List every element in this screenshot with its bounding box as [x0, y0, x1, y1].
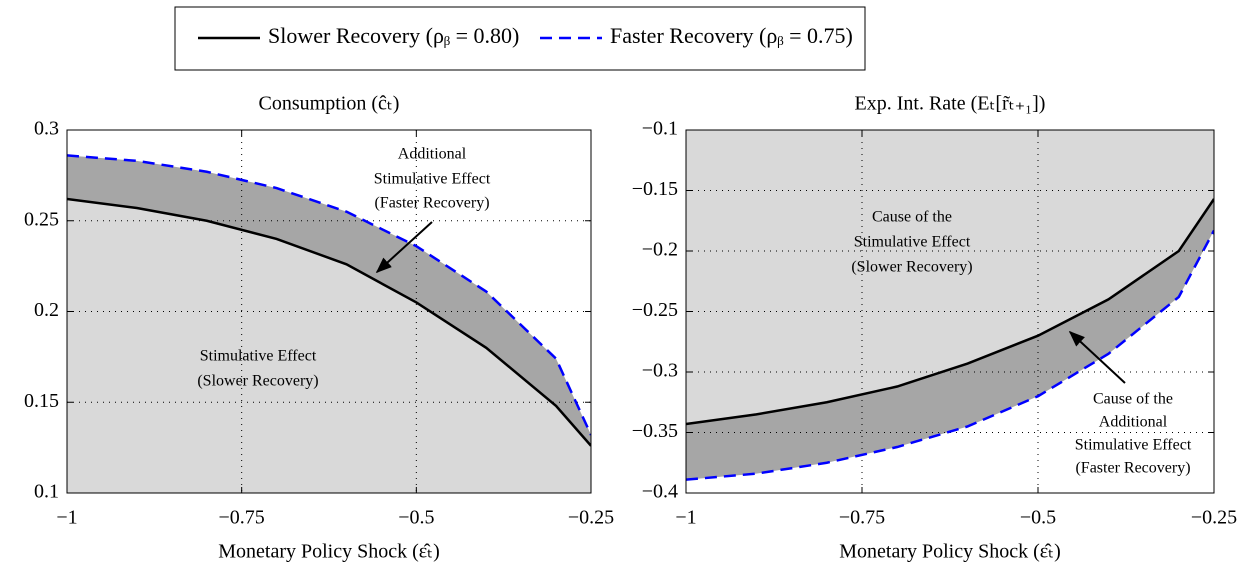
x-tick-label: −0.5 — [398, 507, 434, 529]
plot-area — [67, 130, 591, 493]
annotation: Cause of the — [872, 209, 952, 226]
x-tick-label: −0.25 — [568, 507, 614, 529]
series-line — [686, 229, 1214, 481]
legend-box — [174, 6, 866, 71]
y-tick-label: −0.15 — [632, 178, 678, 200]
annotation-arrow — [1068, 330, 1126, 384]
x-tick-label: −1 — [675, 507, 696, 529]
annotation: Stimulative Effect — [200, 348, 317, 365]
chart-title: Consumption (ĉₜ) — [259, 93, 400, 115]
annotation: (Faster Recovery) — [374, 195, 489, 212]
annotation: Stimulative Effect — [374, 171, 491, 188]
annotation: Stimulative Effect — [854, 234, 971, 251]
annotation: (Faster Recovery) — [1075, 460, 1190, 477]
plot-area — [686, 130, 1214, 493]
series-line — [67, 197, 591, 447]
annotation: Cause of the — [1093, 391, 1173, 408]
series-line — [686, 198, 1214, 426]
x-tick-label: −1 — [56, 507, 77, 529]
annotation: (Slower Recovery) — [851, 259, 972, 276]
y-tick-label: −0.25 — [632, 299, 678, 321]
y-tick-label: 0.3 — [34, 118, 59, 140]
y-tick-label: −0.4 — [642, 481, 678, 503]
x-tick-label: −0.25 — [1191, 507, 1237, 529]
annotation: Additional — [398, 146, 467, 163]
band-area — [67, 155, 591, 446]
y-tick-label: −0.2 — [642, 239, 678, 261]
legend-label: Faster Recovery (ρᵦ = 0.75) — [610, 23, 853, 48]
x-axis-label: Monetary Policy Shock (ε̂ₜ) — [839, 541, 1060, 563]
annotation: Additional — [1099, 414, 1168, 431]
x-axis-label: Monetary Policy Shock (ε̂ₜ) — [218, 541, 439, 563]
x-tick-label: −0.5 — [1020, 507, 1056, 529]
y-tick-label: 0.2 — [34, 299, 59, 321]
y-tick-label: 0.1 — [34, 481, 59, 503]
shade-area — [686, 130, 1214, 425]
y-tick-label: −0.3 — [642, 360, 678, 382]
y-tick-label: 0.15 — [24, 390, 59, 412]
y-tick-label: 0.25 — [24, 208, 59, 230]
x-tick-label: −0.75 — [219, 507, 265, 529]
series-line — [67, 154, 591, 436]
legend-label: Slower Recovery (ρᵦ = 0.80) — [268, 23, 519, 48]
y-tick-label: −0.35 — [632, 420, 678, 442]
band-area — [686, 198, 1214, 480]
annotation: Stimulative Effect — [1075, 437, 1192, 454]
annotation-arrow — [375, 221, 433, 274]
x-tick-label: −0.75 — [839, 507, 885, 529]
shade-area — [67, 198, 591, 493]
annotation: (Slower Recovery) — [197, 373, 318, 390]
chart-title: Exp. Int. Rate (Eₜ[r̃ₜ₊₁]) — [855, 93, 1046, 115]
y-tick-label: −0.1 — [642, 118, 678, 140]
